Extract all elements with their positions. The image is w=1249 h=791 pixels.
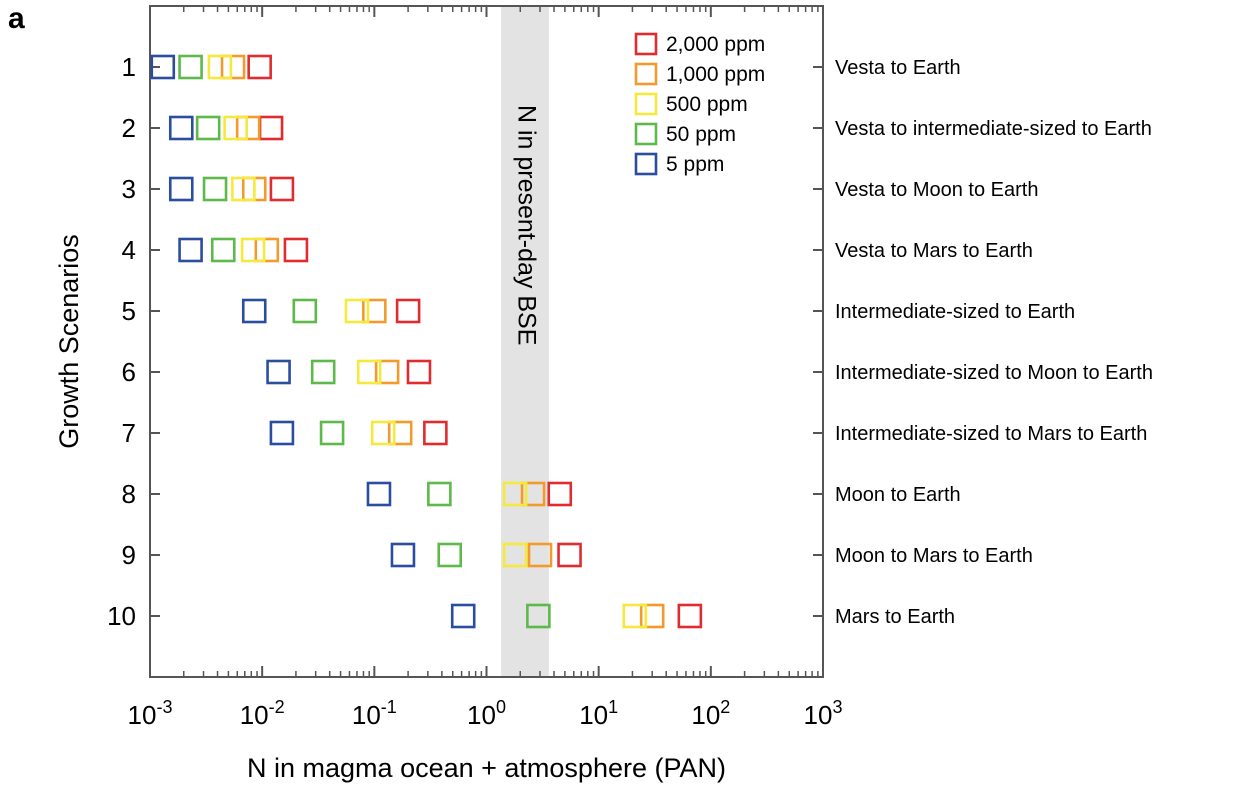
data-point-square	[547, 481, 573, 507]
x-axis-title: N in magma ocean + atmosphere (PAN)	[247, 753, 726, 783]
data-point-square	[235, 115, 261, 141]
data-point-square	[395, 298, 421, 324]
data-point-square	[168, 176, 194, 202]
data-point-square	[269, 176, 295, 202]
data-point-square	[437, 542, 463, 568]
scenario-name: Vesta to Mars to Earth	[835, 240, 1033, 262]
panel-label: a	[8, 2, 25, 35]
y-tick-label: 8	[122, 479, 136, 509]
scenario-name: Moon to Earth	[835, 484, 961, 506]
data-point-square	[269, 420, 295, 446]
data-point-square	[207, 54, 233, 80]
x-tick-label: 10-1	[352, 697, 397, 730]
x-tick-label: 10-3	[128, 697, 173, 730]
data-point-square	[450, 603, 476, 629]
y-tick-label: 2	[122, 113, 136, 143]
y-tick-label: 9	[122, 540, 136, 570]
data-point-square	[502, 481, 528, 507]
y-tick-label: 6	[122, 357, 136, 387]
data-point-square	[366, 481, 392, 507]
data-point-square	[319, 420, 345, 446]
data-point-square	[370, 420, 396, 446]
data-point-square	[241, 298, 267, 324]
plot-frame-layer	[149, 5, 824, 678]
legend-label: 5 ppm	[666, 153, 724, 176]
data-point-square	[622, 603, 648, 629]
legend-swatch	[634, 92, 658, 116]
y-tick-label: 1	[122, 52, 136, 82]
data-point-square	[150, 54, 176, 80]
data-point-square	[210, 237, 236, 263]
data-point-square	[406, 359, 432, 385]
data-point-square	[168, 115, 194, 141]
legend-label: 50 ppm	[666, 123, 736, 146]
data-point-square	[247, 54, 272, 80]
data-point-square	[502, 542, 528, 568]
scenario-name: Vesta to Moon to Earth	[835, 179, 1038, 201]
data-point-square	[258, 115, 284, 141]
scenario-name: Vesta to Earth	[835, 57, 961, 79]
y-tick-label: 5	[122, 296, 136, 326]
scenario-name: Intermediate-sized to Moon to Earth	[835, 362, 1153, 384]
data-point-square	[677, 603, 703, 629]
legend: 2,000 ppm 1,000 ppm 500 ppm 50 ppm 5 ppm	[634, 32, 765, 176]
data-point-square	[310, 359, 336, 385]
legend-swatch	[634, 62, 658, 86]
data-point-square	[266, 359, 291, 385]
data-point-square	[178, 54, 203, 80]
scenario-name: Vesta to intermediate-sized to Earth	[835, 118, 1152, 140]
data-point-square	[639, 603, 665, 629]
data-point-square	[362, 298, 387, 324]
legend-label: 500 ppm	[666, 93, 748, 116]
data-point-square	[344, 298, 370, 324]
legend-label: 2,000 ppm	[666, 33, 765, 56]
x-tick-label: 102	[691, 697, 730, 730]
data-point-square	[374, 359, 400, 385]
data-point-square	[223, 115, 248, 141]
x-tick-label: 103	[804, 697, 843, 730]
scenario-name: Intermediate-sized to Mars to Earth	[835, 423, 1147, 445]
legend-swatch	[634, 32, 658, 56]
y-tick-label: 10	[107, 601, 136, 631]
data-point-square	[356, 359, 382, 385]
data-point-square	[254, 237, 280, 263]
bse-band-label: N in present-day BSE	[512, 105, 540, 345]
y-tick-label: 7	[122, 418, 136, 448]
scenario-name: Mars to Earth	[835, 606, 955, 628]
data-point-square	[240, 237, 266, 263]
data-point-square	[427, 481, 452, 507]
data-point-square	[526, 603, 551, 629]
bse-band-layer: N in present-day BSE	[501, 6, 549, 677]
data-point-square	[231, 176, 256, 202]
data-marks-layer	[150, 54, 703, 629]
data-point-square	[202, 176, 228, 202]
y-tick-label: 3	[122, 174, 136, 204]
legend-swatch	[634, 122, 658, 146]
legend-label: 1,000 ppm	[666, 63, 765, 86]
x-tick-label: 10-2	[240, 697, 285, 730]
data-point-square	[423, 420, 448, 446]
scenario-name: Intermediate-sized to Earth	[835, 301, 1075, 323]
y-tick-label: 4	[122, 235, 136, 265]
y-axis-title: Growth Scenarios	[54, 234, 84, 449]
data-point-square	[527, 542, 553, 568]
data-point-square	[557, 542, 582, 568]
data-point-square	[390, 542, 416, 568]
scenario-name: Moon to Mars to Earth	[835, 545, 1033, 567]
data-point-square	[220, 54, 246, 80]
data-point-square	[195, 115, 221, 141]
data-point-square	[292, 298, 318, 324]
legend-swatch	[634, 152, 658, 176]
x-tick-label: 101	[579, 697, 618, 730]
data-point-square	[387, 420, 413, 446]
x-tick-label: 100	[467, 697, 506, 730]
data-point-square	[178, 237, 203, 263]
data-point-square	[520, 481, 546, 507]
data-point-square	[283, 237, 309, 263]
